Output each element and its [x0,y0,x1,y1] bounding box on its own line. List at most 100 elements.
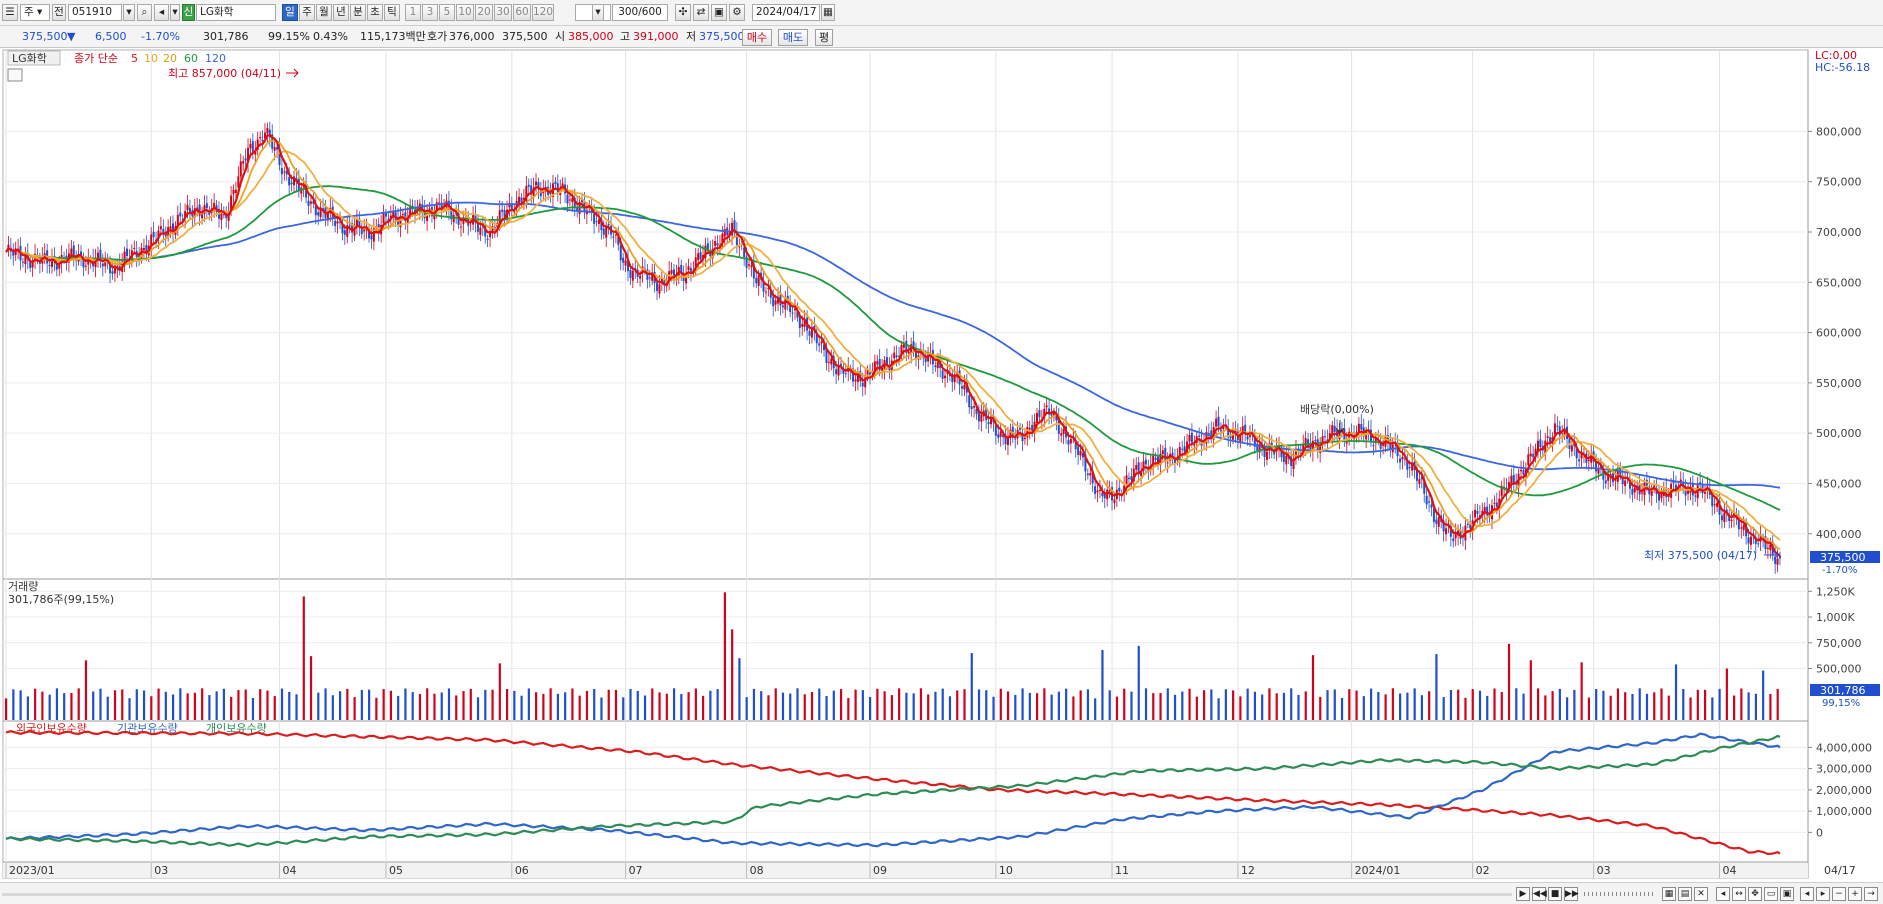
volume-bar [1130,691,1133,720]
volume-bar [1587,697,1591,720]
candle-body [672,269,675,278]
compare-icon[interactable]: ⇄ [693,4,709,21]
zoom-in-icon[interactable]: + [1848,887,1862,901]
average-button[interactable]: 평 [815,29,833,46]
candle-body [263,132,266,139]
grid-icon[interactable]: ▤ [1678,887,1692,901]
crosshair-icon[interactable]: ✣ [675,4,691,21]
stop-icon[interactable]: ■ [1548,887,1562,901]
interval-tab[interactable]: 30 [494,4,512,21]
scroll-left-icon[interactable]: ◂ [1716,887,1730,901]
period-tab[interactable]: 분 [350,4,366,21]
market-select[interactable]: 주 ▾ [20,4,50,21]
volume-bar [1631,693,1634,720]
scroll-end-icon[interactable]: → [1864,887,1878,901]
candle-body [527,184,530,187]
fit-icon[interactable]: ↔ [1732,887,1746,901]
period-tab[interactable]: 틱 [384,4,400,21]
candle-body [1779,555,1781,559]
candle-body [902,343,905,348]
volume-bar [680,694,683,720]
scroll-right-icon[interactable]: ▶ [1516,887,1530,901]
date-tick-label: 06 [515,864,529,877]
step-forward-icon[interactable]: ▸ [1816,887,1830,901]
search-icon[interactable]: ⌕ [137,4,152,21]
candle-body [852,368,855,382]
candle-body [1493,502,1496,504]
candle-body [1103,493,1106,499]
period-tab[interactable]: 년 [333,4,349,21]
chevron-down-icon[interactable]: ▾ [123,4,135,21]
candle-body [319,207,322,218]
candle-body [370,235,373,240]
zoom-out-icon[interactable]: − [1832,887,1846,901]
volume-bar [912,693,915,720]
chevron-down-icon[interactable]: ▾ [592,4,604,21]
candle-body [1253,436,1256,447]
volume-bar [179,688,182,720]
window-icon[interactable]: ▭ [1764,887,1778,901]
holdings-y-tick-label: 3,000,000 [1816,763,1872,776]
period-tab[interactable]: 일 [282,4,298,21]
chevron-down-icon[interactable]: ▾ [170,4,180,21]
candle-body [607,223,610,226]
candle-body [171,223,174,233]
step-back-icon[interactable]: ◂ [1800,887,1814,901]
screenshot-icon[interactable]: ▣ [1780,887,1794,901]
volume-bar [781,692,785,720]
candle-body [619,245,622,261]
volume-bar [1573,689,1576,720]
code-prefix-button[interactable]: 전 [52,4,66,21]
candle-body [201,214,204,219]
candle-body [1140,471,1143,476]
interval-tab[interactable]: 3 [422,4,438,21]
date-tick-label: 08 [750,864,764,877]
close-icon[interactable]: ✕ [1694,887,1708,901]
interval-tab[interactable]: 10 [456,4,474,21]
date-field[interactable]: 2024/04/17 [752,4,820,21]
menu-icon[interactable]: ☰ [2,4,18,21]
volume-bar [230,696,233,720]
volume-bar [1239,696,1242,720]
interval-tab[interactable]: 120 [532,4,554,21]
volume-bar [1086,689,1090,720]
period-tab[interactable]: 초 [367,4,383,21]
volume-bar [295,694,298,720]
gear-icon[interactable]: ⚙ [729,4,745,21]
move-icon[interactable]: ✥ [1748,887,1762,901]
calendar-icon[interactable]: ▦ [821,4,835,21]
candle-body [711,248,714,259]
interval-tab[interactable]: 5 [439,4,455,21]
ma20-line [5,150,1781,541]
volume-bar [999,688,1002,720]
zoom-scale[interactable] [1584,892,1654,896]
stock-name-field[interactable]: LG화학 [196,4,276,21]
low-price: 375,500 [699,30,745,43]
horizontal-scrollbar[interactable] [2,893,1512,896]
candle-body [907,351,910,354]
ma-legend-5: 5 [131,52,138,65]
buy-button[interactable]: 매수 [742,29,772,46]
interval-tab[interactable]: 20 [475,4,493,21]
period-tab[interactable]: 월 [316,4,332,21]
high-arrow-icon [286,68,299,78]
stock-code-input[interactable]: 051910 [68,4,122,21]
save-icon[interactable]: ▣ [711,4,727,21]
stock-chart[interactable]: LG화학 종가 단순 5 10 20 60 120 최고 857,000 (04… [0,48,1883,882]
candle-body [1193,444,1196,446]
volume-bar [810,691,814,720]
price-y-tick-label: 650,000 [1816,276,1862,289]
interval-tab[interactable]: 60 [513,4,531,21]
interval-tab[interactable]: 1 [405,4,421,21]
volume-bar [113,690,117,720]
candle-body [1411,462,1414,471]
settings-icon[interactable] [7,68,23,82]
volume-bar [818,688,821,720]
rewind-icon[interactable]: ◀◀ [1532,887,1547,901]
sound-icon[interactable]: ◂ [154,4,169,21]
sell-button[interactable]: 매도 [778,29,808,46]
chart-icon[interactable]: ▦ [1662,887,1676,901]
period-tab[interactable]: 주 [299,4,315,21]
count-field[interactable]: 300/600 [612,4,668,21]
fast-forward-icon[interactable]: ▶▶ [1564,887,1579,901]
